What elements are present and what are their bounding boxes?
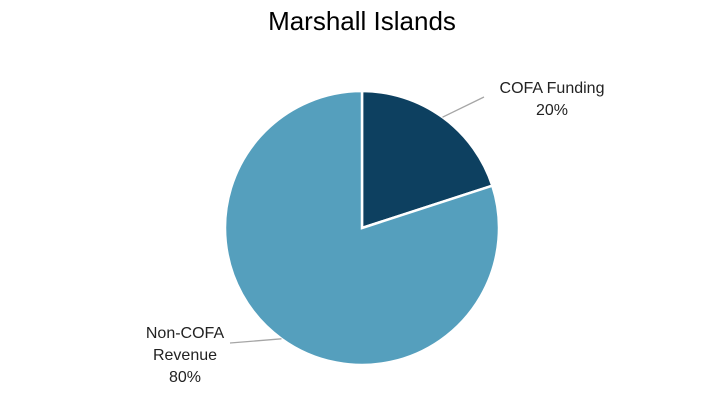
pie-slice [223,89,501,367]
value-label: 80% [168,369,202,386]
leader-line [442,96,485,118]
category-label: Non-COFA Revenue [145,325,225,364]
data-label: COFA Funding 20% [472,78,632,122]
chart-title: Marshall Islands [268,6,456,36]
category-label: COFA Funding [499,80,605,97]
value-label: 20% [535,102,569,119]
data-label: Non-COFA Revenue 80% [135,323,235,389]
leader-line [229,338,282,344]
